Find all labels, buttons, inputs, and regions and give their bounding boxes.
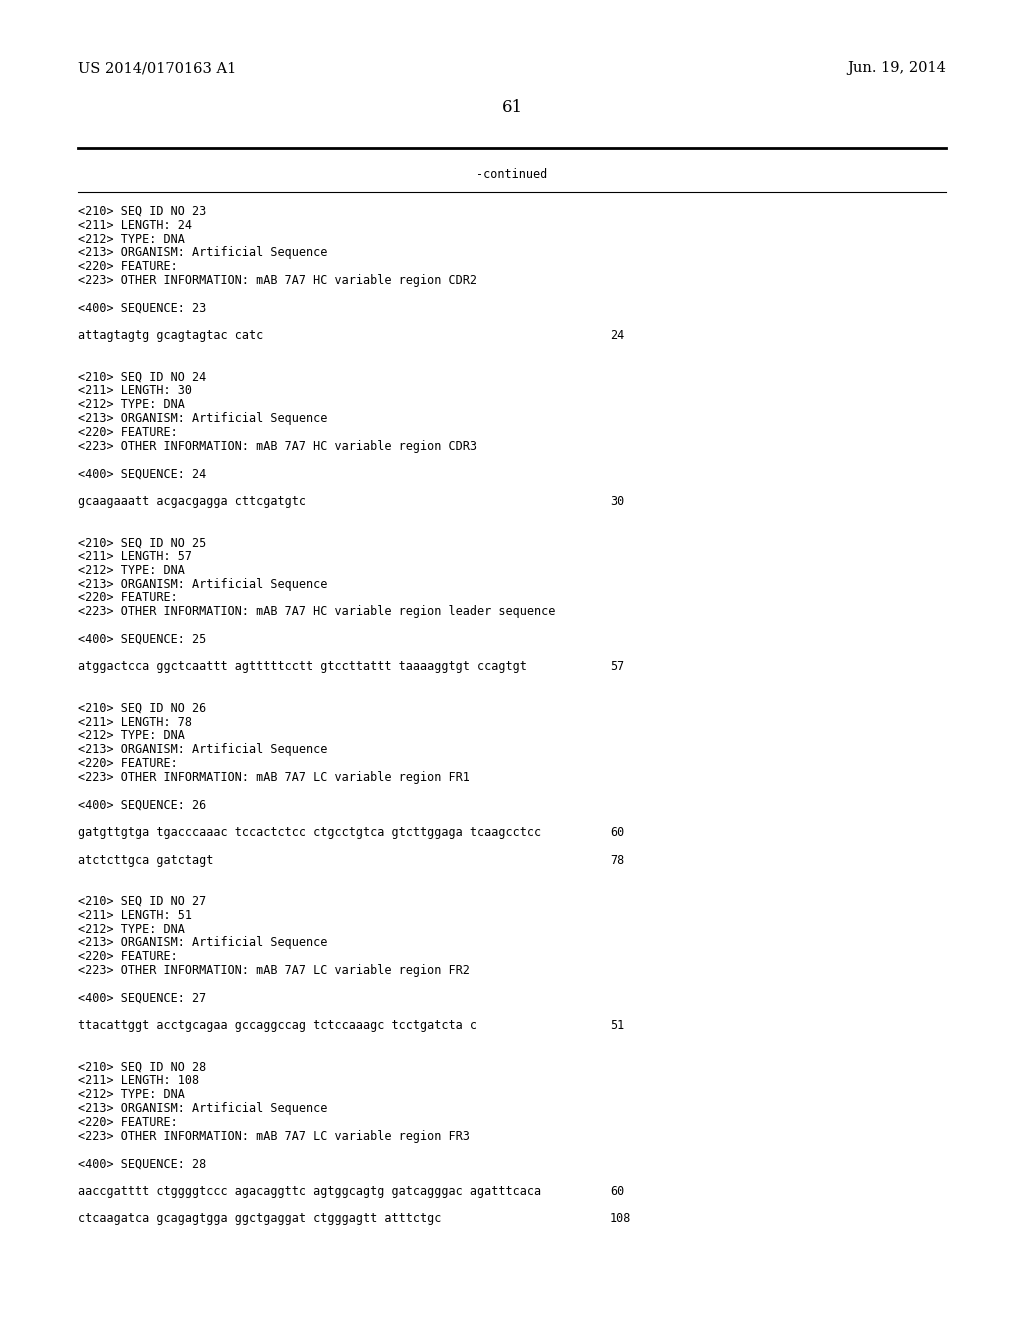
Text: <400> SEQUENCE: 27: <400> SEQUENCE: 27 [78, 991, 206, 1005]
Text: <210> SEQ ID NO 28: <210> SEQ ID NO 28 [78, 1060, 206, 1073]
Text: <220> FEATURE:: <220> FEATURE: [78, 426, 178, 438]
Text: 57: 57 [610, 660, 625, 673]
Text: <400> SEQUENCE: 23: <400> SEQUENCE: 23 [78, 301, 206, 314]
Text: <212> TYPE: DNA: <212> TYPE: DNA [78, 564, 185, 577]
Text: 60: 60 [610, 1185, 625, 1197]
Text: 108: 108 [610, 1212, 632, 1225]
Text: <220> FEATURE:: <220> FEATURE: [78, 950, 178, 964]
Text: <223> OTHER INFORMATION: mAB 7A7 HC variable region leader sequence: <223> OTHER INFORMATION: mAB 7A7 HC vari… [78, 605, 555, 618]
Text: aaccgatttt ctggggtccc agacaggttc agtggcagtg gatcagggac agatttcaca: aaccgatttt ctggggtccc agacaggttc agtggca… [78, 1185, 541, 1197]
Text: <220> FEATURE:: <220> FEATURE: [78, 260, 178, 273]
Text: atctcttgca gatctagt: atctcttgca gatctagt [78, 854, 213, 867]
Text: <213> ORGANISM: Artificial Sequence: <213> ORGANISM: Artificial Sequence [78, 936, 328, 949]
Text: gatgttgtga tgacccaaac tccactctcc ctgcctgtca gtcttggaga tcaagcctcc: gatgttgtga tgacccaaac tccactctcc ctgcctg… [78, 826, 541, 840]
Text: 30: 30 [610, 495, 625, 508]
Text: <210> SEQ ID NO 25: <210> SEQ ID NO 25 [78, 536, 206, 549]
Text: ctcaagatca gcagagtgga ggctgaggat ctgggagtt atttctgc: ctcaagatca gcagagtgga ggctgaggat ctgggag… [78, 1212, 441, 1225]
Text: <210> SEQ ID NO 24: <210> SEQ ID NO 24 [78, 371, 206, 384]
Text: <211> LENGTH: 78: <211> LENGTH: 78 [78, 715, 193, 729]
Text: Jun. 19, 2014: Jun. 19, 2014 [847, 61, 946, 75]
Text: <223> OTHER INFORMATION: mAB 7A7 HC variable region CDR3: <223> OTHER INFORMATION: mAB 7A7 HC vari… [78, 440, 477, 453]
Text: <400> SEQUENCE: 26: <400> SEQUENCE: 26 [78, 799, 206, 812]
Text: <213> ORGANISM: Artificial Sequence: <213> ORGANISM: Artificial Sequence [78, 247, 328, 260]
Text: atggactcca ggctcaattt agtttttcctt gtccttattt taaaaggtgt ccagtgt: atggactcca ggctcaattt agtttttcctt gtcctt… [78, 660, 527, 673]
Text: 51: 51 [610, 1019, 625, 1032]
Text: <213> ORGANISM: Artificial Sequence: <213> ORGANISM: Artificial Sequence [78, 743, 328, 756]
Text: attagtagtg gcagtagtac catc: attagtagtg gcagtagtac catc [78, 329, 263, 342]
Text: <400> SEQUENCE: 28: <400> SEQUENCE: 28 [78, 1158, 206, 1171]
Text: <213> ORGANISM: Artificial Sequence: <213> ORGANISM: Artificial Sequence [78, 578, 328, 590]
Text: <213> ORGANISM: Artificial Sequence: <213> ORGANISM: Artificial Sequence [78, 1102, 328, 1115]
Text: 61: 61 [502, 99, 522, 116]
Text: <213> ORGANISM: Artificial Sequence: <213> ORGANISM: Artificial Sequence [78, 412, 328, 425]
Text: gcaagaaatt acgacgagga cttcgatgtc: gcaagaaatt acgacgagga cttcgatgtc [78, 495, 306, 508]
Text: <212> TYPE: DNA: <212> TYPE: DNA [78, 923, 185, 936]
Text: <212> TYPE: DNA: <212> TYPE: DNA [78, 232, 185, 246]
Text: <211> LENGTH: 51: <211> LENGTH: 51 [78, 908, 193, 921]
Text: <212> TYPE: DNA: <212> TYPE: DNA [78, 730, 185, 742]
Text: <220> FEATURE:: <220> FEATURE: [78, 756, 178, 770]
Text: 24: 24 [610, 329, 625, 342]
Text: <400> SEQUENCE: 24: <400> SEQUENCE: 24 [78, 467, 206, 480]
Text: 60: 60 [610, 826, 625, 840]
Text: <212> TYPE: DNA: <212> TYPE: DNA [78, 399, 185, 412]
Text: <223> OTHER INFORMATION: mAB 7A7 LC variable region FR2: <223> OTHER INFORMATION: mAB 7A7 LC vari… [78, 964, 470, 977]
Text: ttacattggt acctgcagaa gccaggccag tctccaaagc tcctgatcta c: ttacattggt acctgcagaa gccaggccag tctccaa… [78, 1019, 477, 1032]
Text: <400> SEQUENCE: 25: <400> SEQUENCE: 25 [78, 632, 206, 645]
Text: <223> OTHER INFORMATION: mAB 7A7 HC variable region CDR2: <223> OTHER INFORMATION: mAB 7A7 HC vari… [78, 275, 477, 286]
Text: <211> LENGTH: 24: <211> LENGTH: 24 [78, 219, 193, 232]
Text: <220> FEATURE:: <220> FEATURE: [78, 1115, 178, 1129]
Text: -continued: -continued [476, 168, 548, 181]
Text: <212> TYPE: DNA: <212> TYPE: DNA [78, 1088, 185, 1101]
Text: US 2014/0170163 A1: US 2014/0170163 A1 [78, 61, 237, 75]
Text: <211> LENGTH: 30: <211> LENGTH: 30 [78, 384, 193, 397]
Text: <210> SEQ ID NO 27: <210> SEQ ID NO 27 [78, 895, 206, 908]
Text: <211> LENGTH: 57: <211> LENGTH: 57 [78, 550, 193, 564]
Text: <220> FEATURE:: <220> FEATURE: [78, 591, 178, 605]
Text: <223> OTHER INFORMATION: mAB 7A7 LC variable region FR3: <223> OTHER INFORMATION: mAB 7A7 LC vari… [78, 1130, 470, 1143]
Text: <210> SEQ ID NO 23: <210> SEQ ID NO 23 [78, 205, 206, 218]
Text: <211> LENGTH: 108: <211> LENGTH: 108 [78, 1074, 199, 1088]
Text: <223> OTHER INFORMATION: mAB 7A7 LC variable region FR1: <223> OTHER INFORMATION: mAB 7A7 LC vari… [78, 771, 470, 784]
Text: 78: 78 [610, 854, 625, 867]
Text: <210> SEQ ID NO 26: <210> SEQ ID NO 26 [78, 702, 206, 715]
